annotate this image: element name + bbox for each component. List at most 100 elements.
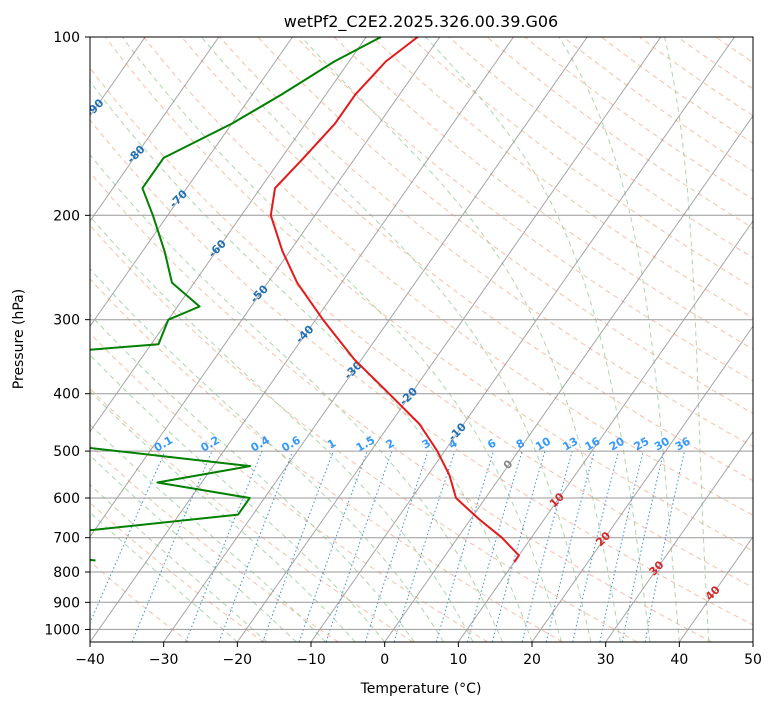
isotherm-line [678,535,753,642]
mixing-ratio-line [521,450,573,642]
dry-adiabat [715,37,753,64]
x-tick-label: 50 [744,652,762,668]
isotherm-line [457,220,753,642]
isotherm-label: -100 [40,47,69,76]
mixing-ratio-line [467,450,523,642]
dry-adiabat [90,332,488,642]
x-tick-label: 40 [670,652,688,668]
plot-frame [89,36,754,643]
mixing-ratio-line [491,450,546,642]
dry-adiabat [257,37,753,414]
dry-adiabat [90,444,339,642]
x-axis-label: Temperature (°C) [360,681,482,697]
mixing-ratio-label: 6 [485,436,498,451]
x-tick-label: 10 [449,652,467,668]
isotherm-line [90,37,293,328]
mixing-ratio-line [218,450,294,642]
x-tick-label: 30 [597,652,615,668]
x-tick-label: −40 [75,652,105,668]
moist-adiabat [558,37,680,642]
isotherm-label: -70 [167,187,190,210]
mixing-ratio-line [364,450,429,642]
dry-adiabat [639,37,753,117]
mixing-ratio-label: 2 [384,437,397,452]
isotherm-line [90,37,220,222]
moist-adiabat [300,37,621,642]
isotherm-line [605,430,753,642]
moist-adiabat [90,215,474,642]
isotherm-line [531,325,753,642]
moist-adiabat [90,154,503,642]
mixing-ratio-line [644,450,685,642]
moist-adiabat [90,511,238,642]
isotherm-label: -80 [124,142,147,165]
moist-adiabat [425,37,651,642]
isotherm-label: 10 [547,490,567,510]
dry-adiabat [90,67,753,588]
dry-adiabat [104,37,753,552]
isotherm-label: -30 [342,359,365,382]
dry-adiabat [219,37,753,448]
mixing-ratio-line [599,450,644,642]
moist-adiabat [90,390,356,642]
dry-adiabat [90,501,264,642]
mixing-ratio-line [185,450,263,642]
chart-title: wetPf2_C2E2.2025.326.00.39.G06 [284,12,558,32]
mixing-ratio-label: 3 [420,437,433,452]
moist-adiabat [90,268,445,642]
y-tick-label: 500 [53,444,80,460]
dewpoint-profile [90,37,382,562]
moist-adiabat [90,80,533,642]
isotherm-line [90,37,441,538]
dry-adiabat [372,37,753,319]
y-tick-label: 600 [53,491,80,507]
y-tick-label: 800 [53,565,80,581]
y-tick-label: 400 [53,387,80,403]
dry-adiabat [90,171,712,642]
isotherm-label: -50 [248,282,271,305]
plot-area: 0.1 0.2 0.4 0.6 1 1.5 2 3 4 6 8 10 13 16 20 25 30 36-100-… [40,37,753,642]
dry-adiabat [181,37,753,482]
isotherm-label: -90 [83,96,106,119]
mixing-ratio-line [90,450,166,625]
x-tick-label: −30 [149,652,179,668]
mixing-ratio-line [572,450,620,642]
temperature-profile [269,37,520,563]
isotherm-line [90,37,514,642]
y-axis-label: Pressure (hPa) [11,289,27,389]
dry-adiabat [410,37,753,289]
dry-adiabat [295,37,753,382]
moist-adiabat [90,354,386,642]
dry-adiabat [90,119,753,626]
mixing-ratio-line [262,450,334,642]
axes: −40 −30 −20 −10 0 10 20 30 40 5010020030040050060… [44,30,762,668]
y-tick-label: 700 [53,531,80,547]
moist-adiabat [664,37,710,642]
moist-adiabat [90,313,415,642]
dry-adiabat [486,37,753,229]
isotherm-line [163,37,588,642]
moist-adiabat [121,37,562,642]
dry-adiabat [677,37,753,90]
mixing-ratio-label: 8 [514,437,527,452]
mixing-ratio-line [545,450,595,642]
moist-adiabat [90,483,268,642]
mixing-ratio-line [298,450,368,642]
mixing-ratio-line [131,450,213,642]
dry-adiabat [600,37,753,144]
moist-adiabat [90,454,297,642]
isotherm-label: 0 [501,457,516,472]
isotherm-label: 30 [647,558,667,578]
dry-adiabat [90,387,414,642]
dry-adiabat [333,37,753,350]
y-tick-label: 1000 [44,622,80,638]
mixing-ratio-line [435,450,495,642]
moist-adiabat [201,37,592,642]
isotherm-line [752,641,753,642]
y-tick-label: 100 [53,30,80,46]
dry-adiabat [90,278,563,642]
moist-adiabat [90,423,327,642]
x-tick-label: −10 [296,652,326,668]
isotherm-label: -60 [206,237,229,260]
